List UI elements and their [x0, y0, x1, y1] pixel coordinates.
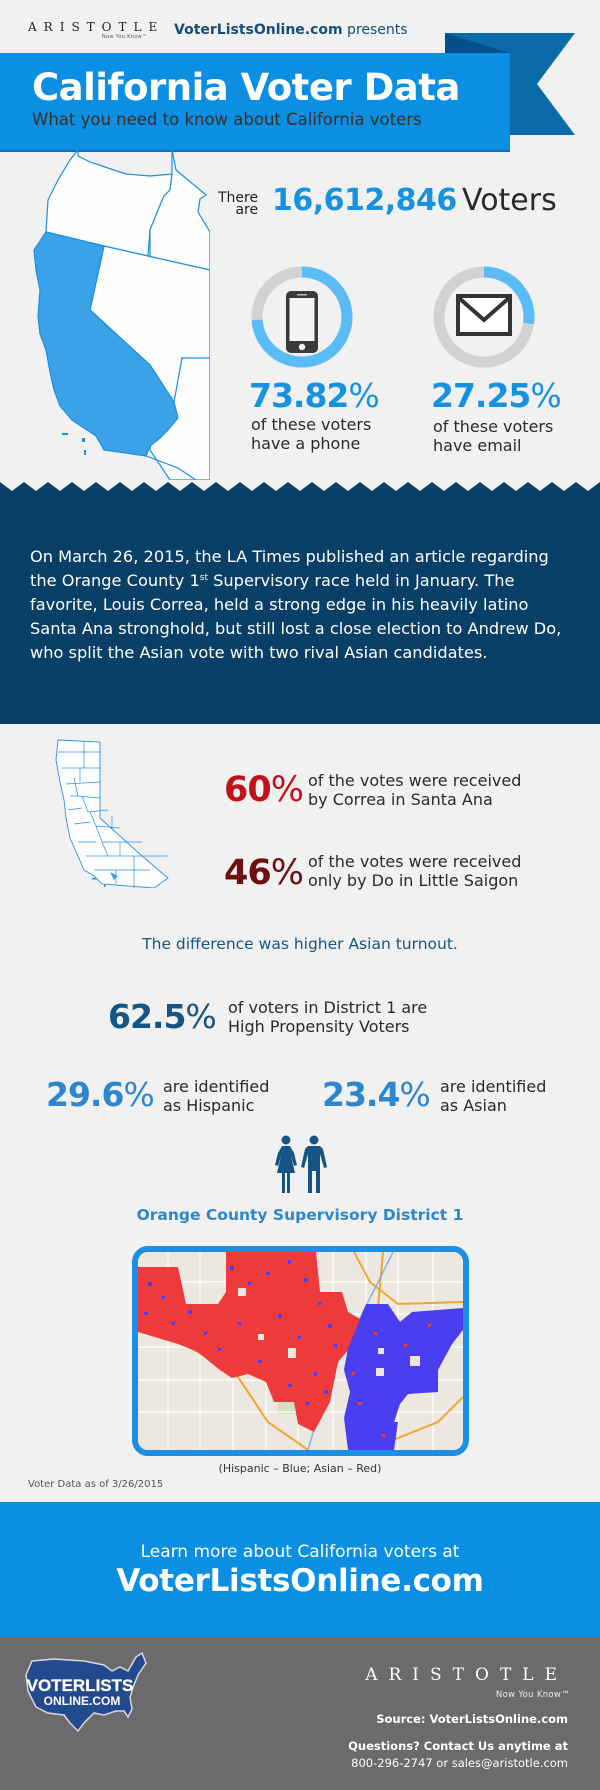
map-legend: (Hispanic – Blue; Asian – Red) [218, 1462, 382, 1475]
title-banner [0, 53, 510, 152]
difference-statement: The difference was higher Asian turnout. [142, 935, 458, 953]
page-subtitle: What you need to know about California v… [32, 110, 422, 129]
svg-text:VOTERLISTS: VOTERLISTS [27, 1676, 134, 1695]
aristotle-tagline: Now You Know™ [102, 34, 148, 40]
presents-line: VoterListsOnline.com presents [174, 22, 408, 38]
source-line: Source: VoterListsOnline.com [376, 1712, 568, 1726]
envelope-icon [456, 294, 512, 336]
email-description: of these voters have email [433, 417, 553, 455]
email-desc-line2: have email [433, 436, 522, 455]
western-us-map [33, 150, 210, 480]
correa-desc-line2: by Correa in Santa Ana [308, 790, 493, 809]
there-are-line2: are [235, 202, 259, 218]
contact-details[interactable]: 800-296-2747 or sales@aristotle.com [351, 1756, 568, 1770]
man-woman-icon [275, 1135, 327, 1193]
correa-desc-line1: of the votes were received [308, 771, 522, 790]
cta-text: Learn more about California voters at [140, 1542, 460, 1562]
aristotle-footer-tagline: Now You Know™ [495, 1690, 570, 1700]
california-shape [33, 231, 179, 457]
hispanic-percent: 29.6% [46, 1075, 155, 1114]
hispanic-description: are identified as Hispanic [163, 1077, 269, 1115]
zigzag-edge [0, 482, 600, 492]
hp-desc-line2: High Propensity Voters [228, 1017, 410, 1036]
orange-county-highlight [110, 872, 118, 880]
hp-desc-line1: of voters in District 1 are [228, 998, 428, 1017]
district-map-title: Orange County Supervisory District 1 [136, 1206, 464, 1224]
california-county-map [55, 739, 169, 888]
voter-dot-map [138, 1252, 463, 1450]
asian-desc-line2: as Asian [440, 1096, 507, 1115]
email-desc-line1: of these voters [433, 417, 554, 436]
high-propensity-description: of voters in District 1 are High Propens… [228, 998, 427, 1036]
district-voter-map[interactable] [132, 1246, 469, 1456]
phone-description: of these voters have a phone [251, 415, 371, 453]
email-percent: 27.25% [431, 376, 562, 415]
correa-percent: 60% [224, 770, 304, 810]
voterlistsonline-logo[interactable]: VOTERLISTS ONLINE.COM [24, 1651, 148, 1733]
correa-description: of the votes were received by Correa in … [308, 771, 521, 809]
page-title: California Voter Data [32, 66, 460, 109]
story-paragraph: On March 26, 2015, the LA Times publishe… [30, 547, 562, 662]
hispanic-desc-line2: as Hispanic [163, 1096, 255, 1115]
there-are-label: There are [218, 190, 259, 218]
contact-prompt: Questions? Contact Us anytime at [348, 1739, 568, 1753]
phone-desc-line2: have a phone [251, 434, 361, 453]
voter-count: 16,612,846 [272, 183, 457, 218]
asian-description: are identified as Asian [440, 1077, 546, 1115]
do-description: of the votes were received only by Do in… [308, 852, 521, 890]
email-donut-chart [433, 266, 535, 368]
there-are-line1: There [218, 190, 259, 206]
do-desc-line2: only by Do in Little Saigon [308, 871, 519, 890]
presents-word: presents [342, 22, 408, 38]
smartphone-icon [286, 291, 318, 353]
contact-info: Questions? Contact Us anytime at 800-296… [250, 1738, 568, 1772]
phone-donut-chart [251, 266, 353, 368]
voters-label: Voters [462, 183, 557, 218]
asian-desc-line1: are identified [440, 1077, 547, 1096]
high-propensity-percent: 62.5% [108, 997, 217, 1036]
cta-link[interactable]: VoterListsOnline.com [116, 1563, 484, 1599]
phone-percent: 73.82% [249, 376, 380, 415]
presents-site[interactable]: VoterListsOnline.com [174, 22, 343, 38]
cta-band [0, 1502, 600, 1637]
do-percent: 46% [224, 853, 304, 893]
phone-desc-line1: of these voters [251, 415, 372, 434]
aristotle-logo: ARISTOTLE [28, 20, 165, 34]
data-date-note: Voter Data as of 3/26/2015 [28, 1479, 164, 1490]
story-band [0, 491, 600, 724]
aristotle-footer-logo: ARISTOTLE [365, 1665, 568, 1685]
do-desc-line1: of the votes were received [308, 852, 522, 871]
svg-text:ONLINE.COM: ONLINE.COM [44, 1694, 121, 1708]
asian-percent: 23.4% [322, 1075, 431, 1114]
hispanic-desc-line1: are identified [163, 1077, 270, 1096]
